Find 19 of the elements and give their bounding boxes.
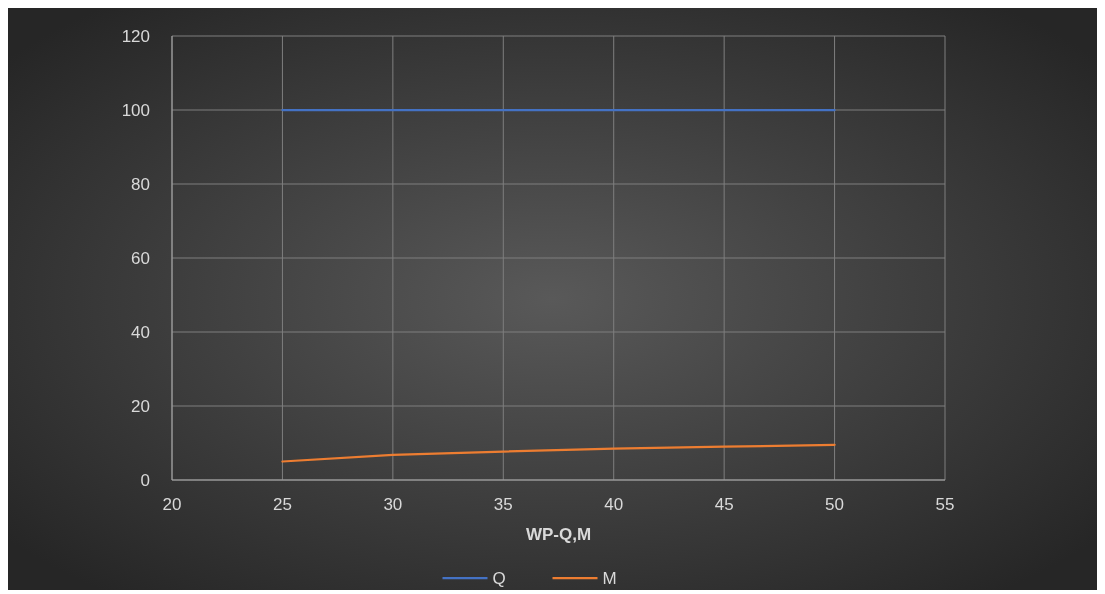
legend-label: M: [602, 568, 617, 588]
x-tick-label: 55: [935, 495, 955, 514]
x-tick-label: 45: [714, 495, 734, 514]
y-tick-label: 60: [131, 248, 150, 268]
y-tick-label: 20: [131, 396, 150, 416]
y-tick-label: 0: [140, 470, 150, 490]
y-tick-label: 100: [121, 100, 150, 120]
x-tick-label: 25: [272, 495, 292, 514]
x-tick-label: 50: [825, 495, 845, 514]
x-tick-label: 35: [493, 495, 513, 514]
legend-label: Q: [492, 568, 506, 588]
x-tick-label: 20: [162, 495, 182, 514]
y-tick-label: 40: [131, 322, 150, 342]
line-series: [281, 443, 836, 463]
y-tick-label: 80: [131, 174, 150, 194]
x-tick-label: 40: [604, 495, 624, 514]
y-tick-label: 120: [121, 26, 150, 46]
x-axis-title: WP-Q,M: [525, 525, 592, 544]
x-tick-label: 30: [383, 495, 403, 514]
